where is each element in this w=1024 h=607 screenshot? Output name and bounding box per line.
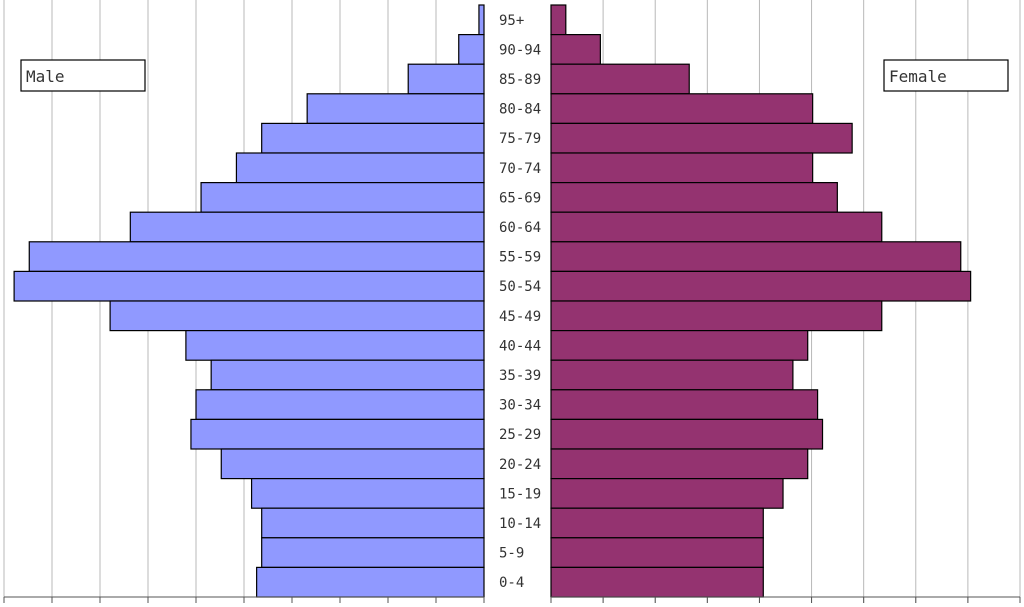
bar-male [195,389,485,420]
bar-male [220,448,485,480]
bar-female [550,152,814,184]
age-group-label: 65-69 [499,190,541,206]
bar-female [550,448,809,480]
bar-male [250,478,485,509]
age-group-labels: 95+ 90-94 85-89 80-84 75-79 70-74 65-69 60-64 55… [499,13,541,591]
bar-male [210,359,485,391]
age-group-label: 85-89 [499,72,541,88]
bar-male [458,33,485,65]
bar-female [550,359,794,391]
bar-female [550,478,784,509]
bar-female [550,270,972,302]
female-bars [550,4,972,598]
age-group-label: 90-94 [499,42,541,58]
bar-male [261,507,485,539]
bar-female [550,93,814,125]
age-group-label: 80-84 [499,102,541,118]
age-group-label: 50-54 [499,279,541,295]
bar-male [478,4,485,36]
bar-male [28,241,485,273]
age-group-label: 60-64 [499,220,541,236]
age-group-label: 95+ [499,13,524,29]
bar-female [550,389,819,420]
age-group-label: 5-9 [499,546,524,562]
bar-male [306,93,485,125]
age-group-label: 45-49 [499,309,541,325]
bar-female [550,63,690,95]
bar-female [550,122,853,154]
bar-male [13,270,485,302]
age-group-label: 30-34 [499,398,541,414]
bar-female [550,566,764,598]
bar-male [407,63,485,95]
legend-female-label: Female [889,67,947,86]
bar-female [550,507,764,539]
legend-female: Female [883,59,1009,92]
bar-male [129,211,485,243]
bar-male [109,300,485,332]
bar-female [550,300,883,332]
age-group-label: 25-29 [499,427,541,443]
bar-female [550,330,809,361]
bar-male [200,182,485,213]
legend-male-label: Male [26,67,65,86]
legend-male: Male [20,59,146,92]
bar-female [550,182,838,213]
bar-male [235,152,485,184]
age-group-label: 55-59 [499,250,541,266]
axes [3,596,1021,603]
age-group-label: 40-44 [499,338,541,354]
age-group-label: 70-74 [499,161,541,177]
bar-male [261,537,485,568]
age-group-label: 35-39 [499,368,541,384]
bar-female [550,537,764,568]
age-group-label: 15-19 [499,486,541,502]
age-group-label: 75-79 [499,131,541,147]
age-group-label: 0-4 [499,575,524,591]
bar-male [256,566,485,598]
age-group-label: 20-24 [499,457,541,473]
bar-male [185,330,485,361]
bar-female [550,33,601,65]
bar-female [550,241,962,273]
bar-female [550,211,883,243]
male-bars [13,4,485,598]
age-group-label: 10-14 [499,516,541,532]
bar-male [190,418,485,450]
bar-male [261,122,485,154]
bar-female [550,418,824,450]
bar-female [550,4,567,36]
